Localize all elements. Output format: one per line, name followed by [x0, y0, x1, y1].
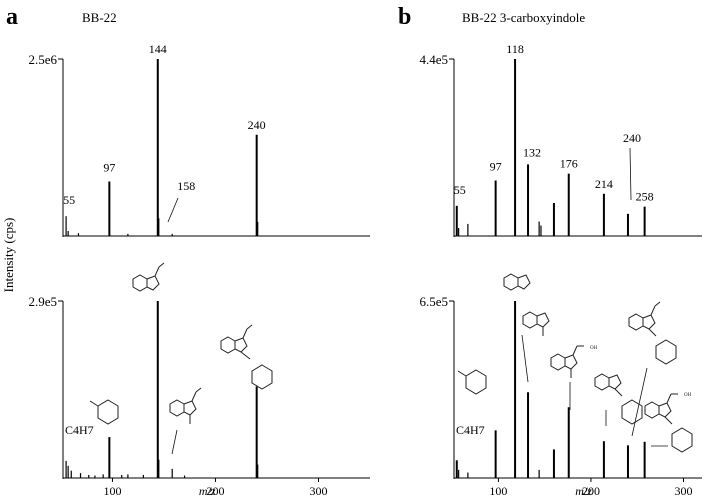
- arrow-240-b: [631, 367, 648, 437]
- x-tick-label: 200: [582, 484, 600, 498]
- x-tick-label: 200: [206, 484, 224, 498]
- indole-carboxylic-acid-structure: [550, 345, 584, 378]
- peak-label: 144: [149, 42, 167, 56]
- peak-label: 176: [560, 157, 578, 171]
- y-max-label: 2.9e5: [28, 294, 57, 309]
- x-axis-label: m/z: [199, 484, 216, 498]
- cyclohexylmethyl-indole-aldehyde-structure: [220, 324, 273, 390]
- x-tick-label: 100: [489, 484, 507, 498]
- cyclohexylmethyl-indole-structure: [594, 373, 643, 425]
- x-tick-label: 300: [309, 484, 327, 498]
- peak-label: C4H7: [456, 423, 485, 437]
- x-tick-label: 300: [674, 484, 692, 498]
- cyclohexane-structure-b: [457, 369, 487, 395]
- panel-b-top-spectrum: 4.4e5 55 97 118 132 176 214 240 258: [419, 42, 702, 237]
- panel-b-title: BB-22 3-carboxyindole: [462, 10, 585, 25]
- n-methyl-indole-structure: [169, 387, 202, 424]
- arrow-158: [167, 197, 179, 223]
- arrow-132-b: [521, 334, 529, 383]
- indole-structure: [503, 273, 531, 291]
- peak-label: 132: [523, 145, 541, 159]
- y-max-label: 4.4e5: [419, 52, 448, 67]
- peak-label: 55: [63, 193, 75, 207]
- panel-a-bottom-spectrum: 2.9e5 100 200 300 m/z C4H7: [28, 294, 370, 498]
- peak-label: 158: [177, 179, 195, 193]
- cyclohexylmethyl-indole-acid-structure: [644, 393, 693, 453]
- y-max-label: 2.5e6: [28, 52, 57, 67]
- peak-label: 258: [636, 190, 654, 204]
- peak-label: 240: [248, 118, 266, 132]
- peak-label: 97: [490, 159, 502, 173]
- cyclohexylmethyl-indole-aldehyde-structure-b: [628, 301, 677, 365]
- peak-label: C4H7: [65, 423, 94, 437]
- peak-label: 214: [595, 177, 613, 191]
- cyclohexane-structure: [89, 399, 119, 425]
- panel-a-title: BB-22: [82, 10, 117, 25]
- y-axis-label: Intensity (cps): [1, 218, 16, 293]
- peak-label: 55: [454, 183, 466, 197]
- panel-b-bottom-spectrum: 6.5e5 100 200 300 m/z C4H7: [419, 294, 702, 498]
- y-max-label: 6.5e5: [419, 294, 448, 309]
- panel-b-letter: b: [398, 4, 411, 30]
- arrow-bottom-158: [171, 429, 178, 455]
- svg-text:OH: OH: [684, 393, 692, 398]
- svg-text:OH: OH: [590, 346, 598, 351]
- peak-label: 118: [506, 42, 524, 56]
- x-axis-label: m/z: [575, 484, 592, 498]
- indole-aldehyde-structure: [132, 262, 165, 292]
- panel-a-top-spectrum: 2.5e6 55 97 144 158 240: [28, 42, 370, 237]
- panel-a-letter: a: [6, 4, 18, 30]
- peak-label: 97: [103, 160, 115, 174]
- x-tick-label: 100: [103, 484, 121, 498]
- arrow-240-top: [629, 147, 632, 201]
- peak-label: 240: [623, 131, 641, 145]
- n-methyl-indole-structure-b: [522, 311, 550, 336]
